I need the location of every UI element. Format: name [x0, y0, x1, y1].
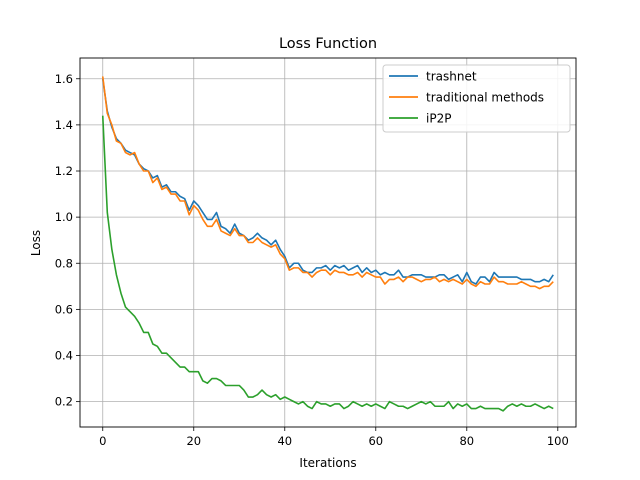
y-tick-label: 1.2 — [55, 164, 73, 178]
series-line-trashnet — [101, 78, 554, 285]
y-tick-label: 0.4 — [55, 349, 73, 363]
legend-label: trashnet — [426, 70, 477, 84]
x-tick-label: 80 — [459, 434, 474, 448]
x-axis-ticks: 0 20 40 60 80 100 — [99, 427, 569, 448]
y-tick-label: 0.2 — [55, 395, 73, 409]
y-tick-label: 1.0 — [55, 210, 73, 224]
legend-box — [382, 64, 571, 133]
series-lines — [101, 76, 554, 412]
legend: trashnet traditional methods iP2P — [382, 64, 571, 133]
y-tick-label: 0.6 — [55, 302, 73, 316]
legend-label: iP2P — [426, 112, 451, 126]
legend-label: traditional methods — [426, 91, 544, 105]
series-line-ip2p — [101, 115, 554, 412]
y-tick-label: 1.4 — [55, 118, 73, 132]
y-tick-label: 1.6 — [55, 72, 73, 86]
x-tick-label: 20 — [186, 434, 201, 448]
x-axis-label: Iterations — [299, 456, 356, 470]
plot-frame — [79, 57, 577, 428]
y-axis-ticks: 0.2 0.4 0.6 0.8 1.0 1.2 1.4 1.6 — [55, 72, 80, 409]
x-tick-label: 60 — [368, 434, 383, 448]
y-axis-label: Loss — [29, 230, 43, 256]
x-tick-label: 100 — [547, 434, 569, 448]
y-tick-label: 0.8 — [55, 256, 73, 270]
x-tick-label: 40 — [277, 434, 292, 448]
chart-title: Loss Function — [279, 36, 377, 52]
x-tick-label: 0 — [99, 434, 106, 448]
series-line-traditional-methods — [101, 76, 554, 290]
